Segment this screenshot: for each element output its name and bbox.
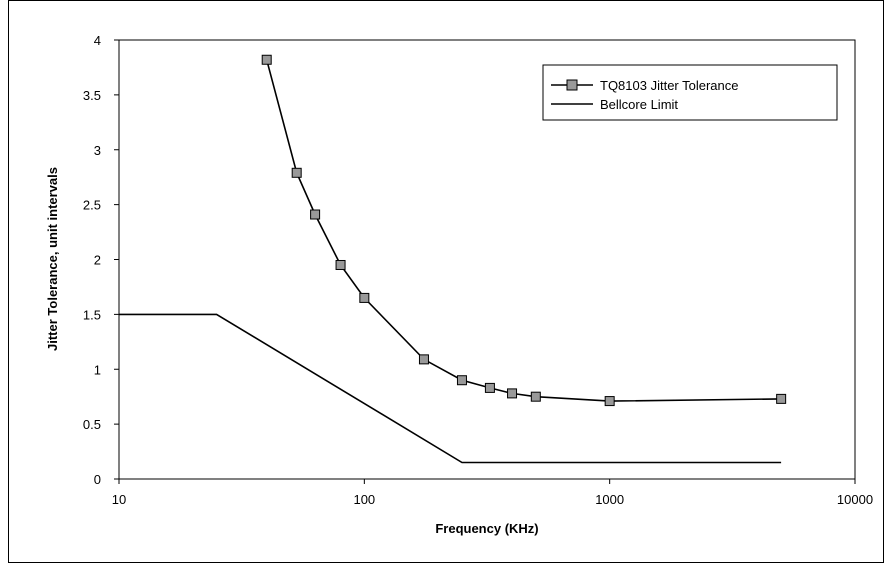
- y-tick-label: 0: [94, 472, 101, 487]
- legend-box: [542, 64, 838, 121]
- y-tick-label: 2: [94, 253, 101, 268]
- series-layer: [119, 54, 787, 464]
- y-tick-label: 3: [94, 143, 101, 158]
- y-tick-label: 1: [94, 362, 101, 377]
- legend: TQ8103 Jitter Tolerance Bellcore Limit: [542, 64, 838, 121]
- data-point-tq8103: [530, 391, 541, 402]
- series-line-tq8103: [265, 59, 782, 402]
- legend-label-tq8103: TQ8103 Jitter Tolerance: [600, 78, 739, 93]
- data-point-tq8103: [507, 388, 518, 399]
- y-tick-label: 3.5: [83, 88, 101, 103]
- x-tick-label: 10000: [837, 492, 873, 507]
- data-point-tq8103: [261, 54, 272, 65]
- y-axis-title: Jitter Tolerance, unit intervals: [45, 167, 60, 351]
- legend-marker-tq8103: [566, 79, 578, 91]
- data-point-tq8103: [604, 396, 615, 407]
- data-point-tq8103: [359, 292, 370, 303]
- y-tick-label: 0.5: [83, 417, 101, 432]
- y-tick-label: 1.5: [83, 307, 101, 322]
- data-point-tq8103: [291, 167, 302, 178]
- data-point-tq8103: [418, 354, 429, 365]
- x-axis-ticks: 10 100 1000 10000: [112, 479, 873, 507]
- data-point-tq8103: [335, 259, 346, 270]
- data-point-tq8103: [484, 382, 495, 393]
- series-line-bellcore: [119, 313, 782, 464]
- y-axis-ticks: 0 0.5 1 1.5 2 2.5 3 3.5 4: [83, 33, 119, 487]
- data-point-tq8103: [456, 375, 467, 386]
- y-tick-label: 4: [94, 33, 101, 48]
- legend-label-bellcore: Bellcore Limit: [600, 97, 678, 112]
- x-tick-label: 10: [112, 492, 126, 507]
- data-point-tq8103: [310, 209, 321, 220]
- y-tick-label: 2.5: [83, 198, 101, 213]
- x-tick-label: 1000: [595, 492, 624, 507]
- x-tick-label: 100: [353, 492, 375, 507]
- data-point-tq8103: [776, 393, 787, 404]
- x-axis-title: Frequency (KHz): [435, 521, 538, 536]
